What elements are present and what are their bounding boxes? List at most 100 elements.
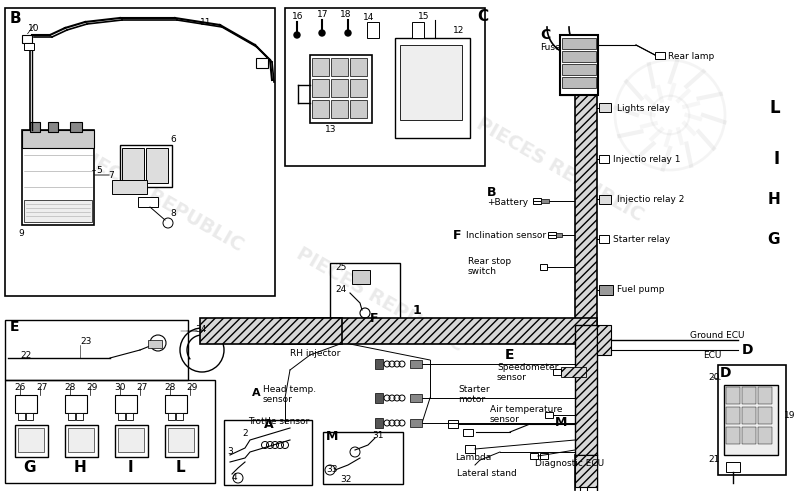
- Text: H: H: [74, 461, 86, 475]
- Bar: [118, 428, 144, 452]
- Bar: [122, 148, 144, 183]
- Text: G: G: [24, 461, 36, 475]
- Text: Fuel pump: Fuel pump: [617, 285, 665, 295]
- Bar: [599, 195, 611, 204]
- Bar: [561, 367, 586, 377]
- Bar: [126, 413, 133, 420]
- Text: Fuse: Fuse: [540, 43, 561, 52]
- Bar: [350, 100, 367, 118]
- Bar: [556, 233, 562, 237]
- Text: Ground ECU: Ground ECU: [690, 330, 745, 339]
- Bar: [24, 200, 92, 222]
- Bar: [410, 419, 422, 427]
- Bar: [22, 35, 32, 43]
- Text: Starter relay: Starter relay: [613, 235, 670, 244]
- Bar: [726, 407, 740, 424]
- Text: 17: 17: [317, 9, 329, 19]
- Text: 28: 28: [164, 382, 175, 391]
- Text: 14: 14: [363, 12, 374, 22]
- Text: PIECES REPUBLIC: PIECES REPUBLIC: [73, 144, 247, 256]
- Text: C: C: [540, 28, 550, 42]
- Bar: [726, 427, 740, 444]
- Bar: [599, 285, 613, 295]
- Text: I: I: [127, 461, 133, 475]
- Text: 3: 3: [227, 447, 233, 457]
- Text: 29: 29: [186, 382, 198, 391]
- Text: D: D: [742, 343, 754, 357]
- Text: 4: 4: [232, 473, 238, 483]
- Circle shape: [345, 30, 351, 36]
- Bar: [742, 387, 756, 404]
- Text: E: E: [10, 320, 19, 334]
- Bar: [65, 425, 98, 457]
- Bar: [726, 387, 740, 404]
- Text: 27: 27: [136, 382, 147, 391]
- Bar: [375, 359, 383, 369]
- Text: Injectio relay 2: Injectio relay 2: [617, 194, 684, 203]
- Bar: [410, 360, 422, 368]
- Bar: [312, 58, 329, 76]
- Bar: [562, 51, 596, 62]
- Bar: [310, 55, 372, 123]
- Bar: [118, 413, 125, 420]
- Text: Lambda: Lambda: [455, 454, 491, 463]
- Text: 10: 10: [28, 24, 39, 32]
- Text: 2: 2: [242, 430, 248, 438]
- Bar: [562, 64, 596, 75]
- Text: PIECES REPUBLIC: PIECES REPUBLIC: [293, 245, 467, 355]
- Text: 21: 21: [708, 456, 719, 464]
- Bar: [541, 199, 549, 203]
- Bar: [412, 22, 424, 38]
- Bar: [148, 340, 162, 348]
- Text: Trottle sensor: Trottle sensor: [248, 417, 310, 427]
- Bar: [15, 425, 48, 457]
- Text: A: A: [252, 388, 261, 398]
- Bar: [545, 412, 553, 418]
- Bar: [70, 122, 82, 132]
- Bar: [120, 145, 172, 187]
- Text: switch: switch: [468, 268, 497, 276]
- Text: I: I: [774, 150, 780, 168]
- Bar: [553, 369, 561, 375]
- Text: Diagnostic ECU: Diagnostic ECU: [535, 460, 604, 468]
- Text: 19: 19: [784, 410, 795, 419]
- Bar: [115, 425, 148, 457]
- Bar: [562, 38, 596, 49]
- Bar: [718, 365, 786, 475]
- Text: 26: 26: [14, 382, 26, 391]
- Bar: [448, 420, 458, 428]
- Circle shape: [294, 32, 300, 38]
- Bar: [26, 413, 33, 420]
- Text: 13: 13: [325, 125, 337, 134]
- Bar: [367, 22, 379, 38]
- Bar: [726, 462, 740, 472]
- Text: M: M: [555, 415, 567, 429]
- Bar: [758, 407, 772, 424]
- Bar: [146, 148, 168, 183]
- Text: motor: motor: [458, 395, 485, 405]
- Bar: [5, 320, 188, 380]
- Text: 5: 5: [96, 165, 102, 174]
- Text: 18: 18: [340, 9, 351, 19]
- Text: 12: 12: [453, 26, 464, 34]
- Bar: [312, 100, 329, 118]
- Text: B: B: [487, 186, 497, 198]
- Bar: [375, 418, 383, 428]
- Bar: [331, 79, 348, 97]
- Text: 27: 27: [36, 382, 47, 391]
- Bar: [758, 427, 772, 444]
- Text: PIECES REPUBLIC: PIECES REPUBLIC: [473, 114, 647, 226]
- Text: 9: 9: [18, 228, 24, 238]
- Bar: [22, 130, 94, 148]
- Bar: [323, 432, 403, 484]
- Text: 1: 1: [413, 303, 422, 317]
- Bar: [530, 453, 538, 459]
- Text: 11: 11: [200, 18, 211, 27]
- Text: 8: 8: [170, 209, 176, 218]
- Bar: [5, 8, 275, 296]
- Bar: [575, 325, 597, 455]
- Text: ECU: ECU: [703, 351, 722, 359]
- Text: Lights relay: Lights relay: [617, 104, 670, 112]
- Bar: [350, 58, 367, 76]
- Text: C: C: [477, 8, 488, 24]
